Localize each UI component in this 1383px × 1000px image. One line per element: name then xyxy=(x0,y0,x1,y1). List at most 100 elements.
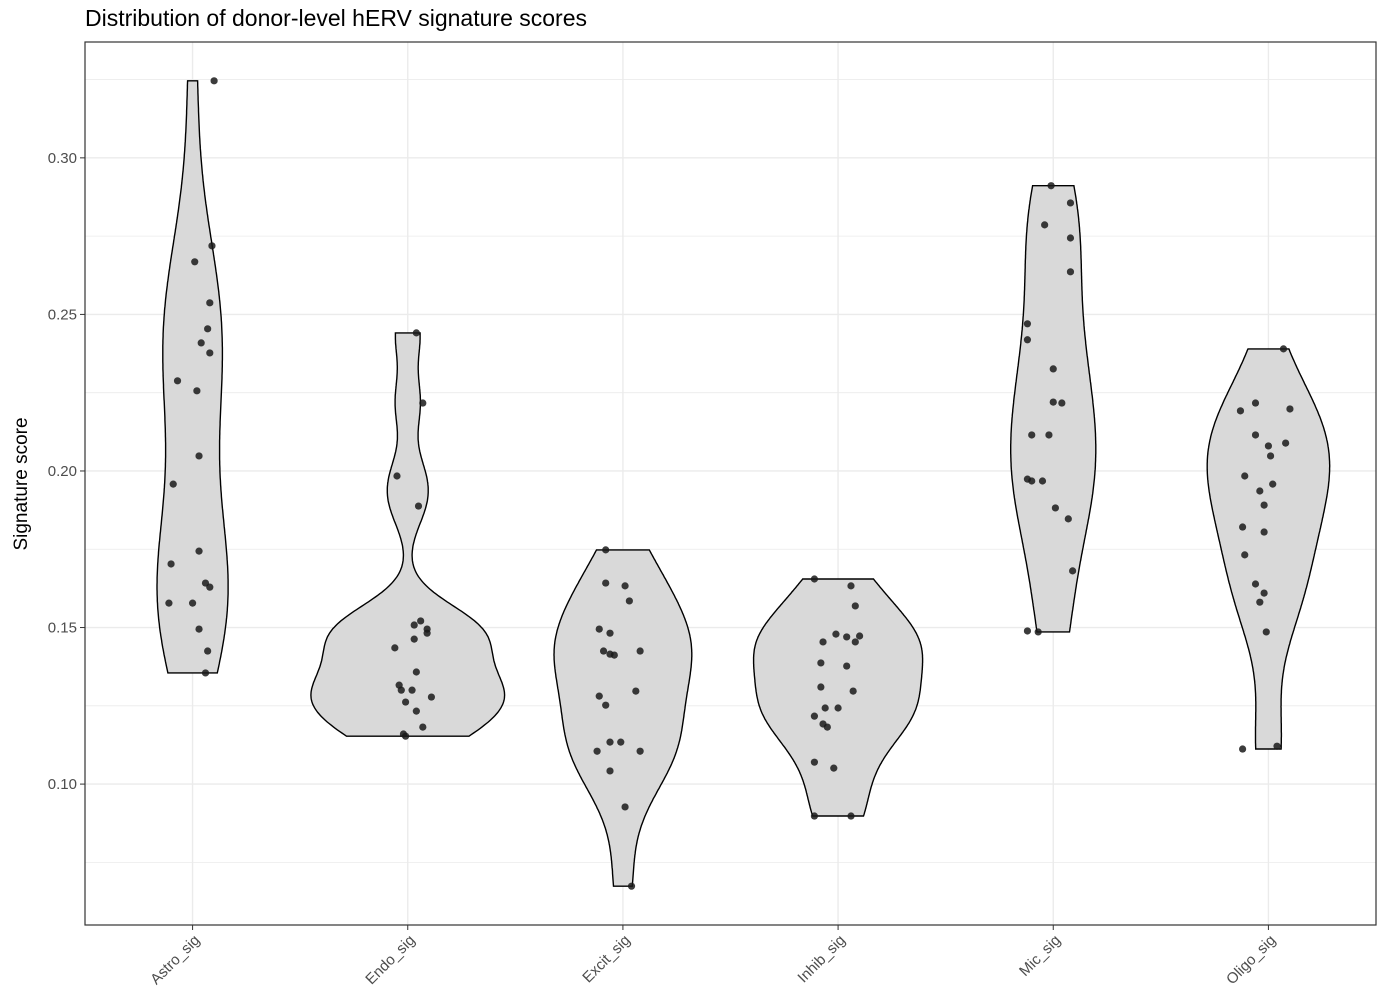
data-point xyxy=(423,629,431,637)
data-point xyxy=(1273,742,1281,750)
gridlines xyxy=(85,42,1376,925)
data-point xyxy=(595,625,603,633)
data-point xyxy=(193,387,201,395)
data-point xyxy=(1064,515,1072,523)
data-point xyxy=(847,812,855,820)
data-point xyxy=(1066,234,1075,242)
data-point xyxy=(1256,487,1264,495)
data-point xyxy=(1241,472,1249,480)
data-point xyxy=(621,582,629,590)
data-point xyxy=(817,659,825,667)
data-point xyxy=(401,732,410,740)
data-point xyxy=(602,701,610,709)
data-point xyxy=(617,738,625,746)
violin-Astro_sig xyxy=(156,80,229,674)
data-point xyxy=(427,693,436,701)
data-point xyxy=(201,669,210,677)
data-point xyxy=(195,625,203,633)
data-point xyxy=(1260,589,1268,597)
data-point xyxy=(599,647,608,655)
data-point xyxy=(1023,336,1032,344)
data-point xyxy=(636,747,644,755)
data-point xyxy=(856,632,864,640)
data-point xyxy=(173,377,182,385)
data-point xyxy=(417,617,425,625)
violins xyxy=(156,80,1331,887)
data-point xyxy=(410,635,418,643)
data-point xyxy=(1269,480,1277,488)
data-point xyxy=(412,329,420,337)
data-point xyxy=(412,707,420,715)
data-point xyxy=(636,647,644,655)
data-point xyxy=(602,579,610,587)
data-point xyxy=(1260,528,1268,536)
data-point xyxy=(206,299,214,307)
data-point xyxy=(625,597,633,605)
data-point xyxy=(408,686,416,694)
data-point xyxy=(188,599,197,607)
data-point xyxy=(1028,431,1036,439)
data-point xyxy=(1262,628,1270,636)
data-point xyxy=(1266,452,1275,460)
data-point xyxy=(391,644,399,652)
data-point xyxy=(851,602,859,610)
data-point xyxy=(1251,431,1260,439)
data-point xyxy=(401,698,410,706)
data-point xyxy=(1023,627,1032,635)
data-point xyxy=(632,687,640,695)
data-point xyxy=(1028,477,1036,485)
y-tick-label: 0.15 xyxy=(48,620,77,637)
data-point xyxy=(843,633,851,641)
data-point xyxy=(1047,182,1055,190)
data-point xyxy=(1256,598,1264,606)
y-axis-label: Signature score xyxy=(11,417,32,550)
violin-Inhib_sig xyxy=(752,578,924,817)
data-point xyxy=(810,712,819,720)
data-point xyxy=(397,686,405,694)
data-point xyxy=(210,77,218,85)
data-point xyxy=(1023,320,1032,328)
data-point xyxy=(204,647,212,655)
data-point xyxy=(851,638,859,646)
data-point xyxy=(393,472,401,480)
data-point xyxy=(1238,745,1247,753)
data-point xyxy=(191,258,199,266)
data-point xyxy=(1049,398,1057,406)
data-point xyxy=(1069,567,1077,575)
data-point xyxy=(206,349,214,357)
data-point xyxy=(847,582,855,590)
data-point xyxy=(206,583,214,591)
data-point xyxy=(1066,199,1075,207)
data-point xyxy=(830,764,838,772)
data-point xyxy=(165,599,173,607)
y-tick-label: 0.10 xyxy=(48,776,77,793)
data-point xyxy=(1236,407,1245,415)
chart-title: Distribution of donor-level hERV signatu… xyxy=(85,5,587,31)
data-point xyxy=(1260,501,1268,509)
data-point xyxy=(1251,580,1260,588)
data-point xyxy=(412,668,420,676)
data-point xyxy=(843,662,851,670)
data-point xyxy=(1051,504,1060,512)
data-point xyxy=(606,767,614,775)
violin-Mic_sig xyxy=(1010,184,1097,633)
data-point xyxy=(821,704,829,712)
data-point xyxy=(1038,477,1047,485)
y-tick-label: 0.30 xyxy=(48,150,77,167)
data-point xyxy=(1241,551,1249,559)
data-point xyxy=(414,502,423,510)
data-point xyxy=(1045,431,1053,439)
data-point xyxy=(810,575,819,583)
violin-Endo_sig xyxy=(310,332,506,737)
y-tick-label: 0.25 xyxy=(48,306,77,323)
data-point xyxy=(810,812,819,820)
data-point xyxy=(410,621,418,629)
data-points xyxy=(165,77,1294,890)
data-point xyxy=(197,339,205,347)
data-point xyxy=(823,723,831,731)
data-point xyxy=(595,692,603,700)
data-point xyxy=(419,399,427,407)
data-point xyxy=(1279,345,1288,353)
